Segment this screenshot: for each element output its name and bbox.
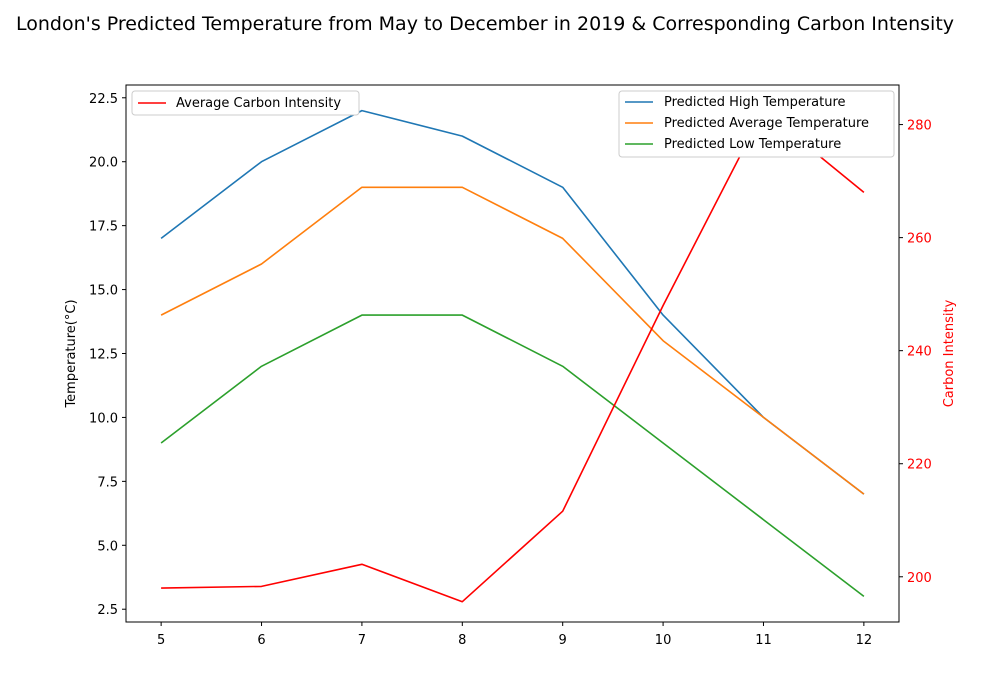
x-tick-label: 12 [856, 633, 873, 648]
x-tick-label: 11 [755, 633, 772, 648]
legend-label: Predicted Average Temperature [664, 116, 869, 131]
legend-box [618, 90, 895, 158]
x-tick-label: 7 [358, 633, 366, 648]
y-tick-label-left: 12.5 [89, 348, 118, 363]
series-line-1 [160, 109, 865, 495]
plot-lines [160, 109, 865, 603]
y-tick-label-left: 10.0 [89, 411, 118, 426]
x-tick-label: 9 [559, 633, 567, 648]
legend-temperature: Predicted High Temperature Predicted Aver… [618, 90, 895, 158]
y-tick-label-right: 200 [907, 571, 932, 586]
y-axis-left: 2.5 5.0 7.5 10.0 12.5 15.0 17.5 20.0 22.5 [89, 92, 126, 618]
y-tick-label-right: 260 [907, 232, 932, 247]
x-tick-label: 5 [157, 633, 165, 648]
y-axis-label-right: Carbon Intensity [942, 299, 957, 407]
y-tick-label-right: 280 [907, 119, 932, 134]
series-line-2 [160, 186, 865, 495]
plot-frame [125, 84, 900, 623]
series-line-4 [161, 109, 865, 603]
series-line-3 [160, 314, 865, 598]
legend-box [131, 90, 360, 116]
legend-carbon: Average Carbon Intensity [131, 90, 360, 116]
y-tick-label-left: 20.0 [89, 156, 118, 171]
x-tick-label: 6 [257, 633, 265, 648]
y-tick-label-left: 7.5 [97, 475, 118, 490]
y-tick-label-left: 5.0 [97, 539, 118, 554]
y-tick-label-left: 17.5 [89, 220, 118, 235]
legend-label: Average Carbon Intensity [176, 96, 341, 111]
x-tick-label: 8 [458, 633, 466, 648]
y-tick-label-right: 220 [907, 458, 932, 473]
x-axis: 5 6 7 8 9 10 11 12 [157, 622, 872, 648]
x-tick-label: 10 [655, 633, 672, 648]
y-tick-label-left: 22.5 [89, 92, 118, 107]
y-tick-label-right: 240 [907, 345, 932, 360]
y-axis-right: 200 220 240 260 280 [899, 119, 932, 586]
legend-label: Predicted High Temperature [664, 95, 846, 110]
chart-title: London's Predicted Temperature from May … [16, 13, 954, 35]
legend-label: Predicted Low Temperature [664, 137, 841, 152]
y-tick-label-left: 15.0 [89, 284, 118, 299]
y-axis-label-left: Temperature(°C) [64, 299, 79, 408]
y-tick-label-left: 2.5 [97, 603, 118, 618]
